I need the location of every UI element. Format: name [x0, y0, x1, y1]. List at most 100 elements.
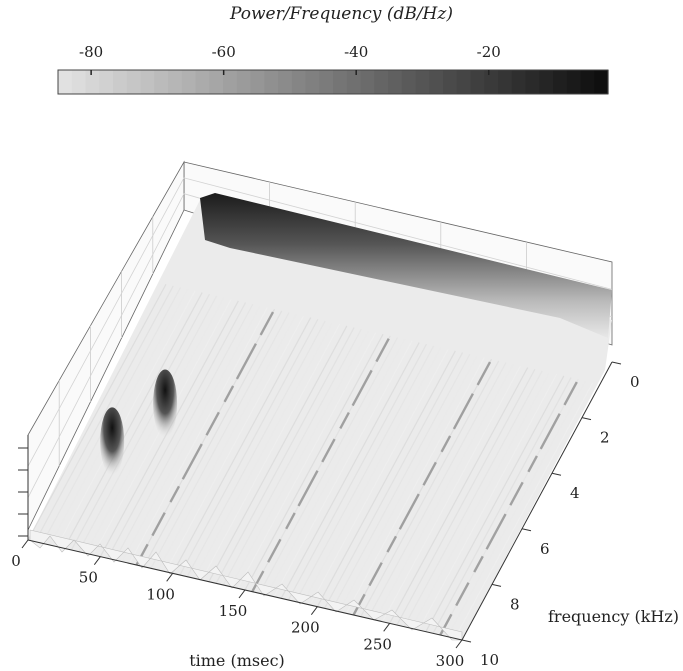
- time-tick-label: 150: [219, 602, 248, 620]
- surface-streak: [389, 367, 529, 624]
- striation-ridge: [251, 338, 390, 593]
- surface-streak: [201, 323, 341, 581]
- freq-tick-mark: [521, 528, 532, 532]
- striation-ridge: [135, 311, 275, 566]
- colorbar-cell: [346, 70, 362, 94]
- freq-tick-label: 2: [600, 429, 610, 447]
- power-axis-ticks: [18, 435, 29, 540]
- colorbar-cell: [580, 70, 595, 94]
- surface-streak: [302, 347, 442, 604]
- formant-peak: [153, 369, 178, 438]
- grid-line: [27, 177, 185, 467]
- colorbar-cell: [264, 70, 279, 94]
- surface-streak: [367, 362, 507, 619]
- colorbar-ticks: -80 -60 -40 -20: [79, 43, 501, 75]
- colorbar-cell: [594, 70, 609, 94]
- frequency-axis-label: frequency (kHz): [548, 607, 679, 626]
- surface-texture: [27, 283, 594, 639]
- time-tick-mark: [383, 623, 391, 632]
- colorbar-cell: [278, 70, 293, 94]
- freq-tick-label: 4: [570, 484, 580, 502]
- colorbar-tick-label: -20: [477, 43, 501, 61]
- time-tick-mark: [21, 539, 29, 549]
- surface-streak: [150, 312, 290, 569]
- surface-streak: [164, 315, 304, 572]
- colorbar-cell: [181, 70, 197, 94]
- surface-streak: [374, 363, 514, 621]
- colorbar-cell: [333, 70, 348, 94]
- time-axis-ticks: 0 50 100 150 200 250 300: [11, 539, 465, 670]
- surface-streak: [418, 373, 558, 631]
- surface-streak: [85, 297, 225, 554]
- colorbar-cell: [470, 70, 485, 94]
- colorbar-cell: [498, 70, 513, 94]
- surface-streak: [56, 290, 196, 547]
- surface-streak: [287, 343, 427, 601]
- colorbar-cell: [71, 70, 87, 94]
- front-axis-freq: [461, 361, 613, 641]
- colorbar: -80 -60 -40 -20: [57, 43, 609, 95]
- surface-streak: [230, 330, 370, 587]
- colorbar-cell: [456, 70, 472, 94]
- surface-streak: [403, 370, 543, 627]
- colorbar-cell: [113, 70, 128, 94]
- colorbar-tick-label: -40: [344, 43, 368, 61]
- colorbar-cell: [539, 70, 554, 94]
- time-tick-label: 300: [436, 652, 465, 670]
- surface-streak: [193, 322, 333, 579]
- surface-streak: [331, 353, 471, 611]
- freq-tick-mark: [611, 361, 622, 365]
- colorbar-cell: [443, 70, 458, 94]
- time-tick-label: 200: [291, 619, 320, 637]
- surface-streak: [454, 382, 594, 639]
- surface-streak: [447, 380, 587, 637]
- surface-streak: [63, 292, 203, 549]
- surface-streak: [324, 352, 464, 609]
- surface-streak: [121, 305, 261, 562]
- surface: [27, 193, 613, 641]
- colorbar-cell: [154, 70, 169, 94]
- surface-streak: [425, 375, 565, 632]
- striation-ridge: [439, 381, 578, 636]
- time-tick-label: 50: [79, 569, 98, 587]
- surface-streak: [338, 355, 478, 612]
- colorbar-cell: [305, 70, 320, 94]
- surface-streak: [295, 345, 435, 602]
- colorbar-cell: [223, 70, 238, 94]
- surface-streak: [143, 310, 283, 567]
- formant-peak: [100, 407, 125, 476]
- colorbar-label: Power/Frequency (dB/Hz): [230, 4, 453, 24]
- surface-streak: [244, 333, 384, 591]
- surface-streak: [316, 350, 456, 607]
- time-tick-label: 250: [363, 635, 392, 653]
- colorbar-cell: [360, 70, 375, 94]
- time-tick-mark: [455, 639, 463, 649]
- grid-line: [27, 193, 185, 498]
- time-tick-label: 0: [11, 552, 21, 570]
- freq-tick-mark: [491, 583, 502, 587]
- time-tick-mark: [166, 573, 174, 582]
- freq-tick-label: 10: [480, 651, 499, 669]
- colorbar-gradient: [58, 70, 609, 94]
- colorbar-cell: [250, 70, 265, 94]
- freq-tick-mark: [551, 472, 562, 476]
- freq-tick-label: 0: [630, 373, 640, 391]
- colorbar-cell: [388, 70, 403, 94]
- colorbar-cell: [525, 70, 540, 94]
- surface-streak: [360, 360, 500, 617]
- colorbar-cell: [553, 70, 568, 94]
- surface-streak: [345, 357, 485, 614]
- surface-streak: [237, 332, 377, 589]
- surface-streak: [222, 328, 362, 586]
- surface-streak: [208, 325, 348, 582]
- frequency-axis-ticks: 0 2 4 6 8 10: [461, 361, 640, 669]
- surface-streak: [258, 337, 398, 594]
- surface-streak: [280, 342, 420, 599]
- colorbar-cell: [140, 70, 155, 94]
- colorbar-cell: [401, 70, 417, 94]
- time-tick-mark: [93, 556, 101, 565]
- freq-tick-label: 8: [510, 595, 520, 613]
- colorbar-cell: [511, 70, 527, 94]
- surface-streak: [34, 285, 174, 542]
- striation-ridge: [352, 361, 492, 616]
